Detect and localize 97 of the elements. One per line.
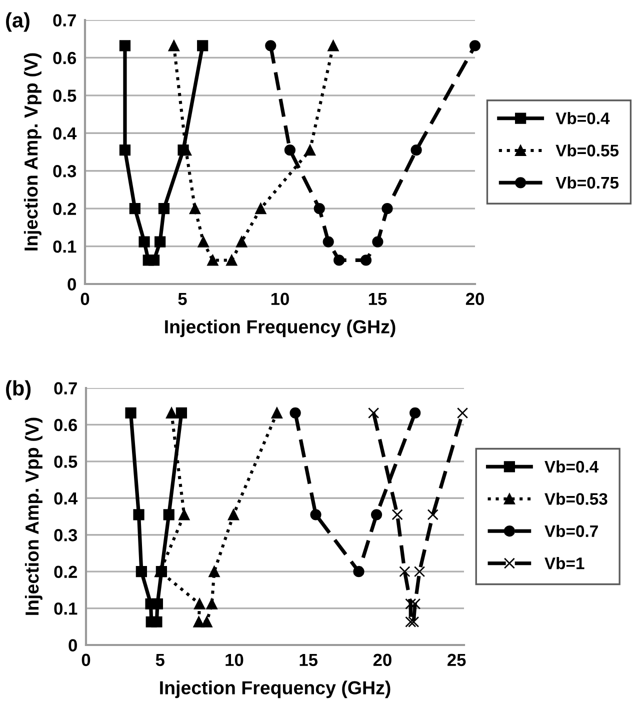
point <box>410 407 421 419</box>
x-tick-label: 0 <box>82 654 90 666</box>
point <box>193 616 204 628</box>
legend-label: Vb=0.55 <box>556 144 619 156</box>
point <box>125 407 136 419</box>
point <box>271 407 282 419</box>
point <box>198 236 209 248</box>
point <box>370 509 382 520</box>
point <box>148 254 160 266</box>
x-tick-label: 20 <box>466 292 484 306</box>
y-axis-title: Injection Amp. Vpp (V) <box>24 53 42 250</box>
legend-label: Vb=0.4 <box>544 460 599 473</box>
point <box>133 509 144 520</box>
point <box>368 407 380 419</box>
legend-label: Vb=0.4 <box>556 112 610 124</box>
point <box>152 598 164 610</box>
point <box>304 144 316 156</box>
legend-label: Vb=0.75 <box>556 176 619 189</box>
point <box>410 598 421 610</box>
point <box>226 254 238 266</box>
point <box>138 236 150 248</box>
point <box>136 566 147 578</box>
point <box>166 407 178 419</box>
y-tick-label: 0.4 <box>53 127 77 140</box>
point <box>382 203 393 214</box>
point <box>314 203 325 214</box>
y-tick-label: 0.3 <box>54 529 78 542</box>
point <box>322 236 334 248</box>
point <box>189 203 201 214</box>
point <box>469 40 481 52</box>
point <box>129 203 140 214</box>
point <box>119 144 131 156</box>
point <box>360 254 372 266</box>
point <box>334 254 345 266</box>
y-tick-label: 0.4 <box>54 492 78 505</box>
point <box>194 598 206 610</box>
legend-label: Vb=0.7 <box>544 524 598 538</box>
point <box>158 203 170 214</box>
point <box>408 616 420 628</box>
y-tick-label: 0.7 <box>53 14 76 26</box>
y-tick-label: 0.2 <box>53 202 76 216</box>
x-tick-label: 0 <box>80 292 90 306</box>
point <box>207 254 218 266</box>
point <box>255 203 266 214</box>
y-tick-label: 0.2 <box>54 566 77 578</box>
point <box>201 616 212 628</box>
y-axis-title: Injection Amp. Vpp (V) <box>24 418 42 615</box>
point <box>265 40 276 52</box>
x-axis-title: Injection Frequency (GHz) <box>160 680 390 698</box>
point <box>119 40 131 52</box>
x-tick-label: 10 <box>226 654 244 666</box>
x-tick-label: 15 <box>300 654 318 666</box>
point <box>328 40 339 52</box>
point <box>310 509 322 520</box>
point <box>176 407 188 419</box>
x-tick-label: 20 <box>373 654 392 666</box>
point <box>154 236 166 248</box>
point <box>392 509 403 520</box>
y-tick-label: 0.1 <box>53 240 76 253</box>
y-tick-label: 0.5 <box>53 90 76 102</box>
x-tick-label: 10 <box>271 292 289 306</box>
x-tick-label: 5 <box>156 654 164 666</box>
point <box>372 236 384 248</box>
point <box>163 509 174 520</box>
y-tick-label: 0.7 <box>54 382 77 394</box>
point <box>151 616 162 628</box>
y-tick-label: 0.6 <box>53 52 76 64</box>
point <box>353 566 364 578</box>
y-tick-label: 0 <box>68 278 76 290</box>
text: (b) <box>6 380 31 400</box>
point <box>456 407 468 419</box>
point <box>197 40 208 52</box>
y-tick-label: 0.1 <box>54 602 78 615</box>
x-tick-label: 15 <box>368 292 387 306</box>
x-tick-label: 5 <box>178 292 187 306</box>
point <box>236 236 248 248</box>
y-tick-label: 0 <box>68 639 77 652</box>
y-tick-label: 0.3 <box>53 165 76 178</box>
x-axis-title: Injection Frequency (GHz) <box>165 320 396 338</box>
point <box>427 509 438 520</box>
y-tick-label: 0.5 <box>54 456 78 468</box>
y-tick-label: 0.6 <box>54 418 78 432</box>
point <box>399 566 410 578</box>
point <box>414 566 426 578</box>
point <box>168 40 180 52</box>
point <box>206 598 218 610</box>
x-tick-label: 25 <box>448 654 466 666</box>
point <box>208 566 220 578</box>
point <box>228 509 240 520</box>
legend-label: Vb=1 <box>544 557 584 570</box>
point <box>290 407 301 419</box>
text: (a) <box>6 12 30 32</box>
legend-label: Vb=0.53 <box>544 492 608 505</box>
point <box>405 616 416 628</box>
point <box>410 144 422 156</box>
point <box>284 144 296 156</box>
point <box>178 509 190 520</box>
